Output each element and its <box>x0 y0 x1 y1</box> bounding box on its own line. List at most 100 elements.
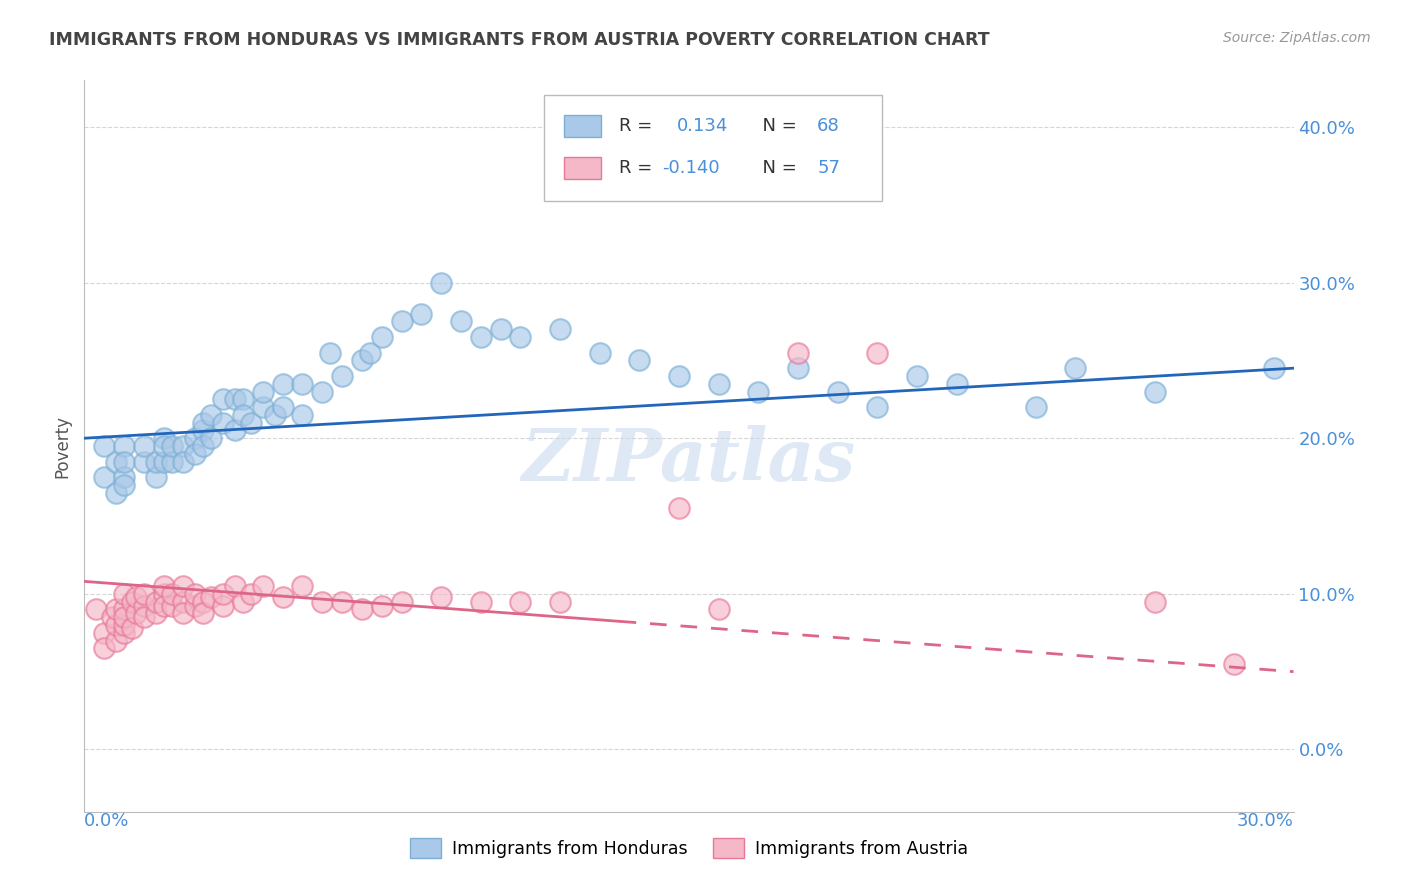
Point <box>450 314 472 328</box>
Point <box>359 345 381 359</box>
Point <box>125 606 148 620</box>
Point <box>271 590 294 604</box>
Point <box>430 590 453 604</box>
Point <box>509 594 531 608</box>
Point <box>145 606 167 620</box>
Point <box>93 470 115 484</box>
Point <box>105 618 128 632</box>
Point <box>132 439 155 453</box>
Point <box>160 599 183 614</box>
Point <box>291 376 314 391</box>
Point <box>105 633 128 648</box>
Point <box>239 587 262 601</box>
Point <box>152 599 174 614</box>
Point <box>291 408 314 422</box>
FancyBboxPatch shape <box>564 157 600 179</box>
Text: 0.0%: 0.0% <box>84 812 129 830</box>
Point <box>105 602 128 616</box>
Text: 57: 57 <box>817 159 841 177</box>
Legend: Immigrants from Honduras, Immigrants from Austria: Immigrants from Honduras, Immigrants fro… <box>404 831 974 865</box>
Point <box>232 392 254 407</box>
Point <box>668 501 690 516</box>
Text: -0.140: -0.140 <box>662 159 720 177</box>
Point <box>184 599 207 614</box>
Point <box>212 599 235 614</box>
Point <box>93 625 115 640</box>
Point <box>509 330 531 344</box>
Point <box>330 594 353 608</box>
Point <box>252 579 274 593</box>
Point <box>311 594 333 608</box>
Point <box>1064 361 1087 376</box>
Text: 0.134: 0.134 <box>676 118 728 136</box>
Point <box>470 594 492 608</box>
Point <box>224 424 246 438</box>
Point <box>263 408 285 422</box>
Point <box>112 602 135 616</box>
Point <box>212 416 235 430</box>
Point <box>121 594 143 608</box>
Point <box>1143 594 1166 608</box>
Point <box>1025 400 1047 414</box>
Point <box>152 454 174 468</box>
Point <box>132 610 155 624</box>
Point <box>152 587 174 601</box>
Point <box>232 594 254 608</box>
Point <box>172 454 194 468</box>
Point <box>132 599 155 614</box>
Text: 68: 68 <box>817 118 839 136</box>
Point <box>391 594 413 608</box>
Point <box>184 447 207 461</box>
Point <box>200 408 222 422</box>
Point <box>193 424 215 438</box>
Point <box>1223 657 1246 671</box>
Point <box>787 361 810 376</box>
Point <box>291 579 314 593</box>
Point <box>84 602 107 616</box>
FancyBboxPatch shape <box>564 115 600 137</box>
Point <box>193 594 215 608</box>
Text: R =: R = <box>619 118 658 136</box>
Point <box>827 384 849 399</box>
Point <box>121 621 143 635</box>
Point <box>548 322 571 336</box>
Point <box>707 376 730 391</box>
Point <box>866 345 889 359</box>
Point <box>125 590 148 604</box>
Point <box>193 606 215 620</box>
Point <box>707 602 730 616</box>
Point <box>184 587 207 601</box>
Point <box>93 439 115 453</box>
Point <box>112 587 135 601</box>
Point <box>112 454 135 468</box>
Point <box>200 590 222 604</box>
Point <box>945 376 967 391</box>
Point <box>93 641 115 656</box>
Point <box>112 610 135 624</box>
Point <box>252 384 274 399</box>
Point <box>160 587 183 601</box>
Point <box>200 431 222 445</box>
Point <box>132 454 155 468</box>
Point <box>489 322 512 336</box>
Point <box>212 392 235 407</box>
Point <box>160 454 183 468</box>
Point <box>112 625 135 640</box>
Point <box>193 416 215 430</box>
Point <box>668 368 690 383</box>
Y-axis label: Poverty: Poverty <box>53 415 72 477</box>
Point <box>1143 384 1166 399</box>
Text: Source: ZipAtlas.com: Source: ZipAtlas.com <box>1223 31 1371 45</box>
Point <box>112 478 135 492</box>
Point <box>470 330 492 344</box>
Point <box>232 408 254 422</box>
Point <box>172 439 194 453</box>
Point <box>105 485 128 500</box>
Point <box>145 594 167 608</box>
Point <box>430 276 453 290</box>
Point <box>370 599 392 614</box>
Point <box>319 345 342 359</box>
Text: ZIPatlas: ZIPatlas <box>522 425 856 496</box>
Text: N =: N = <box>751 118 801 136</box>
Text: R =: R = <box>619 159 658 177</box>
